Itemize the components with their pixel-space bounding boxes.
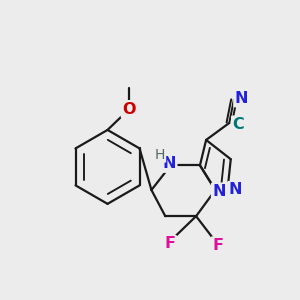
Text: O: O xyxy=(122,102,136,117)
Text: O: O xyxy=(122,102,136,117)
Text: F: F xyxy=(164,236,175,251)
Text: H: H xyxy=(155,148,165,162)
Text: N: N xyxy=(229,182,242,197)
Text: C: C xyxy=(232,117,244,132)
Text: N: N xyxy=(212,184,226,199)
Text: N: N xyxy=(162,156,176,171)
Text: F: F xyxy=(212,238,223,253)
Text: N: N xyxy=(235,91,248,106)
